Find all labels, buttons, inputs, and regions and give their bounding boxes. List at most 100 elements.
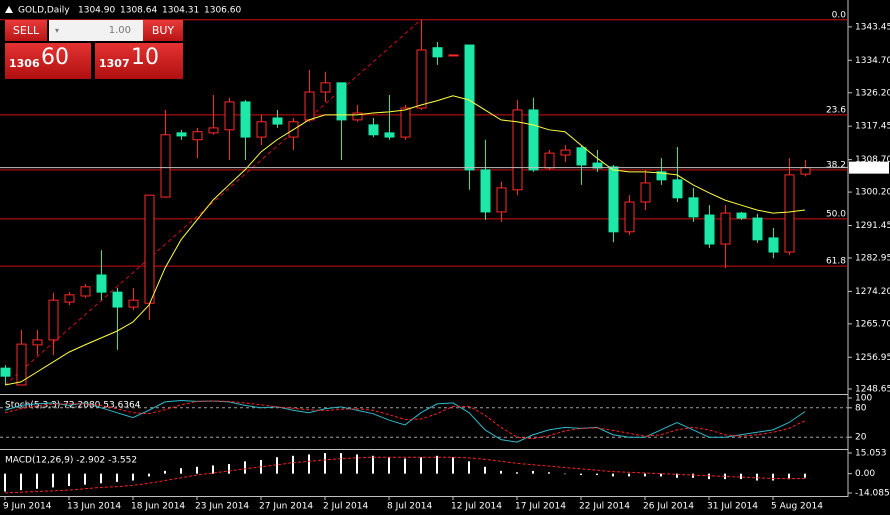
histogram-bar — [52, 473, 54, 488]
lot-input[interactable]: ▾ 1.00 — [49, 20, 143, 41]
candle-body — [272, 117, 283, 125]
candle-body — [0, 367, 11, 377]
histogram-bar — [292, 455, 294, 474]
histogram-bar — [116, 473, 118, 482]
candle-body — [192, 131, 203, 141]
histogram-bar — [420, 457, 422, 474]
candle-body — [128, 299, 139, 308]
candle-body — [640, 182, 651, 203]
candle-body — [576, 147, 587, 166]
histogram-bar — [180, 468, 182, 474]
candle-body — [16, 343, 27, 386]
candle-body — [304, 91, 315, 121]
histogram-bar — [212, 465, 214, 474]
histogram-bar — [692, 473, 694, 478]
candle-body — [432, 47, 443, 58]
fib-level-label: 0.0 — [832, 10, 847, 20]
x-tick-label: 26 Jul 2014 — [643, 502, 694, 512]
x-tick-label: 18 Jun 2014 — [131, 502, 185, 512]
x-tick-label: 13 Jun 2014 — [67, 502, 121, 512]
y-tick-label: -14.085 — [855, 489, 890, 499]
histogram-bar — [404, 458, 406, 474]
y-tick-label: 80 — [855, 403, 867, 413]
histogram-bar — [308, 454, 310, 474]
candle-body — [176, 132, 187, 137]
histogram-bar — [356, 454, 358, 474]
histogram-bar — [596, 473, 598, 476]
fib-level-label: 38.2 — [826, 160, 846, 170]
y-tick-label: 1334.70 — [855, 56, 890, 66]
histogram-bar — [388, 457, 390, 474]
fib-anchor-line — [4, 19, 422, 386]
candle-body — [144, 194, 155, 304]
x-tick-label: 9 Jun 2014 — [3, 502, 52, 512]
candle-body — [544, 152, 555, 169]
histogram-bar — [580, 473, 582, 476]
candle-body — [448, 54, 459, 57]
sell-price[interactable]: 1306 60 — [5, 43, 91, 79]
candle-body — [368, 124, 379, 136]
candle-body — [624, 201, 635, 233]
x-tick-label: 23 Jun 2014 — [195, 502, 249, 512]
histogram-bar — [228, 464, 230, 474]
y-tick-label: 15.053 — [855, 449, 887, 459]
histogram-bar — [500, 470, 502, 474]
indicator-line — [4, 399, 806, 443]
x-tick-label: 31 Jul 2014 — [707, 502, 758, 512]
histogram-bar — [548, 472, 550, 474]
candle-body — [688, 197, 699, 218]
histogram-bar — [532, 470, 534, 474]
chart-title: GOLD,Daily — [18, 6, 70, 16]
one-click-trading-panel: SELL ▾ 1.00 BUY 1306 60 1307 10 — [5, 20, 183, 80]
histogram-bar — [36, 473, 38, 489]
histogram-bar — [708, 473, 710, 480]
candle-body — [720, 212, 731, 245]
histogram-bar — [788, 473, 790, 480]
lot-down-arrow[interactable]: ▾ — [55, 26, 60, 35]
histogram-bar — [612, 473, 614, 477]
histogram-bar — [164, 470, 166, 474]
histogram-bar — [628, 473, 630, 477]
y-tick-label: 100 — [855, 394, 872, 404]
histogram-bar — [660, 473, 662, 477]
candle-body — [704, 214, 715, 245]
candle-body — [784, 174, 795, 253]
buy-price[interactable]: 1307 10 — [95, 43, 183, 79]
histogram-bar — [452, 457, 454, 474]
x-tick-label: 17 Jul 2014 — [515, 502, 566, 512]
histogram-bar — [276, 457, 278, 474]
candle-body — [560, 149, 571, 156]
candle-body — [336, 82, 347, 121]
sell-button[interactable]: SELL — [5, 20, 47, 41]
candle-body — [224, 101, 235, 131]
x-tick-label: 27 Jun 2014 — [259, 502, 313, 512]
lot-value: 1.00 — [108, 25, 131, 36]
collapse-icon[interactable] — [5, 6, 13, 13]
histogram-bar — [676, 473, 678, 478]
candle-body — [64, 294, 75, 303]
y-tick-label: 20 — [855, 433, 867, 443]
candle-body — [96, 274, 107, 293]
candle-body — [160, 134, 171, 198]
candle-body — [512, 109, 523, 191]
candle-body — [752, 217, 763, 241]
y-tick-label: 1265.70 — [855, 319, 890, 329]
current-price-box — [849, 161, 889, 174]
candle-body — [112, 291, 123, 308]
candle-body — [736, 212, 747, 219]
candle-body — [800, 167, 811, 175]
current-price-label: 1306.60 — [852, 163, 889, 173]
y-tick-label: 1274.20 — [855, 287, 890, 297]
histogram-bar — [196, 466, 198, 474]
signal-line — [4, 456, 806, 494]
histogram-bar — [4, 473, 6, 492]
candle-body — [320, 82, 331, 93]
histogram-bar — [324, 453, 326, 474]
histogram-bar — [20, 473, 22, 491]
histogram-bar — [340, 453, 342, 474]
buy-button[interactable]: BUY — [143, 20, 183, 41]
candle-body — [480, 169, 491, 213]
candle-body — [496, 187, 507, 213]
